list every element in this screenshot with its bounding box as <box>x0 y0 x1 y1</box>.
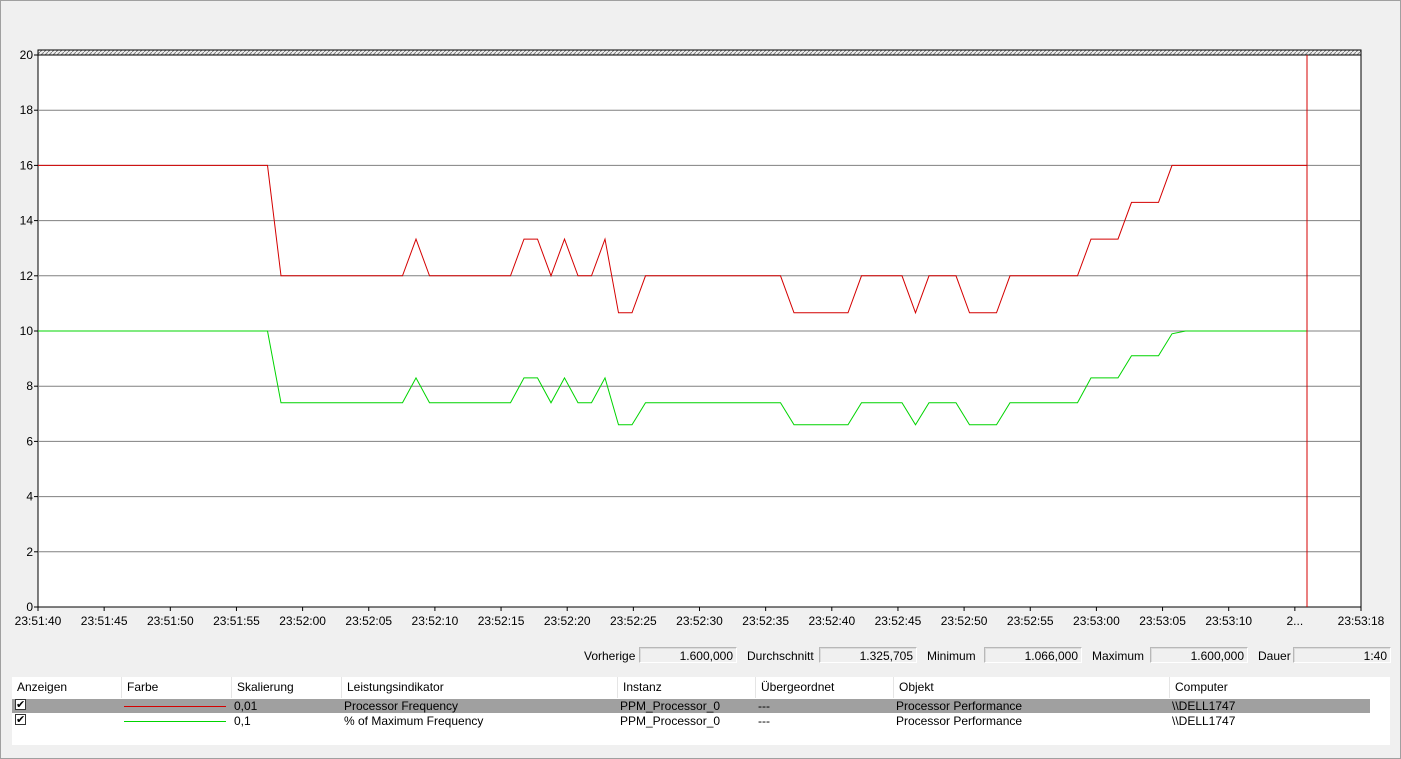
line-chart: 0 2 4 6 8 10 12 14 16 18 20 23:51:40 23:51:45 23:51:… <box>15 48 1385 628</box>
last-label: Vorherige <box>584 649 636 663</box>
x-tick-label: 23:52:40 <box>808 614 855 628</box>
cell-instance: PPM_Processor_0 <box>620 699 721 713</box>
y-tick-label: 14 <box>20 214 34 228</box>
top-hatch-bar <box>37 49 1362 56</box>
x-tick-label: 23:52:50 <box>941 614 988 628</box>
column-header-color[interactable]: Farbe <box>122 677 232 698</box>
y-tick-label: 6 <box>26 434 33 448</box>
cell-object: Processor Performance <box>896 714 1023 728</box>
x-tick-label: 23:53:10 <box>1205 614 1252 628</box>
show-checkbox[interactable]: ✔ <box>15 714 26 726</box>
column-header-scale[interactable]: Skalierung <box>232 677 342 698</box>
column-header-computer[interactable]: Computer <box>1170 677 1390 698</box>
y-tick-label: 18 <box>20 103 34 117</box>
y-tick-label: 12 <box>20 269 34 283</box>
column-header-counter[interactable]: Leistungsindikator <box>342 677 618 698</box>
y-tick-label: 0 <box>26 600 33 614</box>
minimum-value: 1.066,000 <box>984 647 1082 663</box>
cell-counter: % of Maximum Frequency <box>344 714 484 728</box>
table-row[interactable]: ✔ 0,1 % of Maximum Frequency PPM_Process… <box>12 714 1370 728</box>
color-swatch <box>124 721 226 722</box>
x-tick-label: 23:51:50 <box>147 614 194 628</box>
x-tick-label: 23:53:05 <box>1139 614 1186 628</box>
statistics-bar: Vorherige 1.600,000 Durchschnitt 1.325,7… <box>0 646 1401 668</box>
column-header-show[interactable]: Anzeigen <box>12 677 122 698</box>
x-tick-label: 23:52:15 <box>478 614 525 628</box>
series-line <box>38 330 1307 426</box>
cell-object: Processor Performance <box>896 699 1023 713</box>
maximum-value: 1.600,000 <box>1150 647 1248 663</box>
y-tick-label: 10 <box>20 324 34 338</box>
average-label: Durchschnitt <box>747 649 814 663</box>
cell-computer: \\DELL1747 <box>1172 714 1236 728</box>
x-tick-label: 23:52:05 <box>345 614 392 628</box>
maximum-label: Maximum <box>1092 649 1145 663</box>
x-tick-label: 23:52:30 <box>676 614 723 628</box>
y-tick-label: 8 <box>26 379 33 393</box>
x-tick-label: 23:52:20 <box>544 614 591 628</box>
average-value: 1.325,705 <box>819 647 917 663</box>
cell-parent: --- <box>758 699 770 713</box>
x-tick-label: 23:52:35 <box>742 614 789 628</box>
y-tick-label: 4 <box>26 490 33 504</box>
x-tick-label: 23:52:25 <box>610 614 657 628</box>
cell-scale: 0,1 <box>234 714 251 728</box>
duration-value: 1:40 <box>1293 647 1391 663</box>
show-checkbox[interactable]: ✔ <box>15 699 26 711</box>
x-tick-label: 2... <box>1287 614 1304 628</box>
x-tick-label: 23:52:45 <box>875 614 922 628</box>
cell-instance: PPM_Processor_0 <box>620 714 721 728</box>
last-value: 1.600,000 <box>639 647 737 663</box>
y-tick-label: 16 <box>20 158 34 172</box>
x-tick-label: 23:52:00 <box>279 614 326 628</box>
cell-counter: Processor Frequency <box>344 699 459 713</box>
x-tick-label: 23:51:55 <box>213 614 260 628</box>
counter-table: Anzeigen Farbe Skalierung Leistungsindik… <box>12 677 1390 745</box>
y-tick-label: 20 <box>20 48 34 62</box>
column-header-parent[interactable]: Übergeordnet <box>756 677 894 698</box>
x-tick-label: 23:52:55 <box>1007 614 1054 628</box>
minimum-label: Minimum <box>927 649 976 663</box>
color-swatch <box>124 706 226 707</box>
duration-label: Dauer <box>1258 649 1291 663</box>
x-tick-label: 23:53:00 <box>1073 614 1120 628</box>
column-header-instance[interactable]: Instanz <box>618 677 756 698</box>
cell-scale: 0,01 <box>234 699 258 713</box>
y-tick-label: 2 <box>26 545 33 559</box>
x-tick-label: 23:53:18 <box>1338 614 1385 628</box>
cell-computer: \\DELL1747 <box>1172 699 1236 713</box>
x-tick-label: 23:52:10 <box>412 614 459 628</box>
cell-parent: --- <box>758 714 770 728</box>
x-tick-label: 23:51:45 <box>81 614 128 628</box>
column-header-object[interactable]: Objekt <box>894 677 1170 698</box>
x-tick-label: 23:51:40 <box>15 614 62 628</box>
table-row[interactable]: ✔ 0,01 Processor Frequency PPM_Processor… <box>12 699 1370 713</box>
series-line <box>38 164 1307 315</box>
